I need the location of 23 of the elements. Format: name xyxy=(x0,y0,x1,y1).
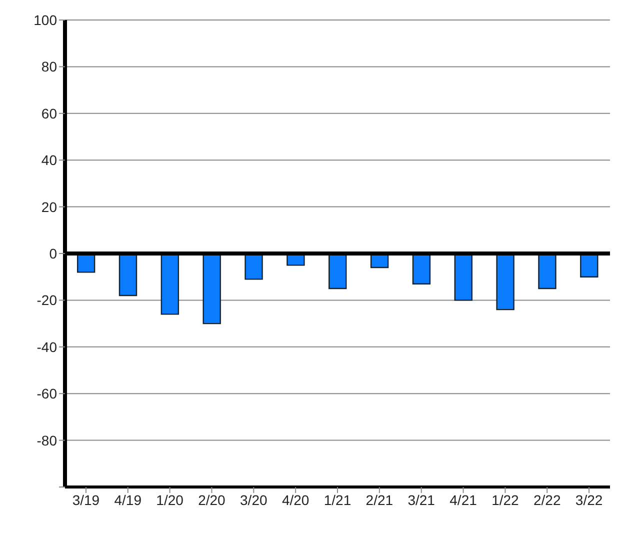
y-tick-label: 0 xyxy=(49,245,58,262)
x-tick-label: 2/21 xyxy=(366,492,394,508)
x-tick-label: 4/20 xyxy=(282,492,310,508)
y-tick-label: -80 xyxy=(36,432,58,448)
y-tick-label: 20 xyxy=(41,198,58,215)
y-tick-label: 40 xyxy=(41,152,58,168)
y-tick-label: -20 xyxy=(36,292,58,308)
y-tick-label: -60 xyxy=(36,386,58,402)
x-tick-label: 2/22 xyxy=(533,492,561,508)
y-tick-label: 100 xyxy=(34,12,58,28)
x-tick-label: 3/20 xyxy=(240,492,268,508)
y-tick-label: 80 xyxy=(41,58,58,75)
x-tick-label: 3/21 xyxy=(408,492,436,508)
x-tick-label: 1/21 xyxy=(324,492,352,508)
x-tick-label: 3/19 xyxy=(72,492,100,508)
x-tick-label: 1/22 xyxy=(492,492,520,508)
x-tick-label: 4/21 xyxy=(450,492,478,508)
x-tick-label: 2/20 xyxy=(198,492,226,508)
x-tick-label: 3/22 xyxy=(575,492,603,508)
y-tick-label: -40 xyxy=(36,338,58,355)
x-tick-label: 1/20 xyxy=(156,492,184,508)
y-tick-label: 60 xyxy=(41,105,58,122)
x-tick-label: 4/19 xyxy=(114,492,142,508)
